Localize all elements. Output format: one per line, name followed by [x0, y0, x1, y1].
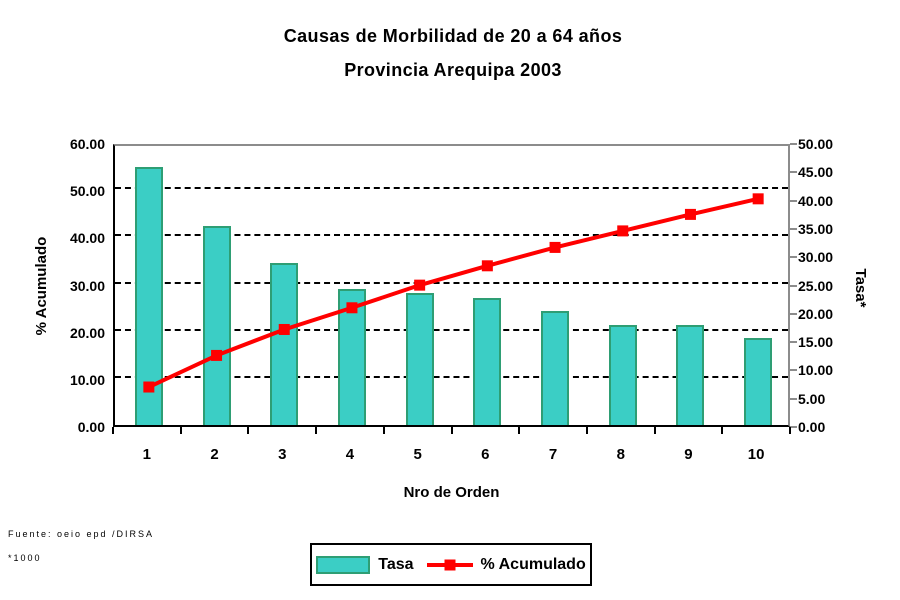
right-axis-tick-label: 15.00 [798, 334, 834, 351]
right-axis-tick-label: 5.00 [798, 390, 826, 407]
bar [405, 292, 434, 425]
x-axis-tick-mark [382, 427, 385, 434]
bar [676, 325, 705, 425]
right-axis-tick-mark [790, 312, 797, 315]
bar [744, 337, 773, 425]
x-axis-tick-mark [585, 427, 588, 434]
left-axis-tick-label: 60.00 [69, 136, 105, 152]
category-label: 8 [616, 446, 625, 463]
plot-area [113, 144, 790, 427]
right-axis-title: Tasa* [852, 268, 869, 308]
chart-legend: Tasa % Acumulado [310, 543, 592, 586]
x-axis-tick-mark [653, 427, 656, 434]
right-axis-tick-label: 20.00 [798, 305, 834, 322]
line-marker-swatch-icon [426, 559, 473, 570]
right-axis-tick-mark [790, 341, 797, 344]
left-axis-tick-label: 20.00 [69, 324, 105, 341]
x-axis-tick-mark [450, 427, 453, 434]
category-label: 4 [345, 446, 355, 463]
x-axis-tick-mark [721, 427, 724, 434]
source-note: Fuente: oeio epd /DIRSA [8, 529, 155, 539]
right-axis-tick-mark [790, 397, 797, 400]
right-axis-tick-mark [790, 227, 797, 230]
category-label: 1 [142, 446, 152, 463]
left-axis-tick-label: 30.00 [69, 277, 105, 294]
right-axis-tick-label: 0.00 [798, 419, 826, 435]
left-axis-tick-label: 0.00 [77, 419, 105, 435]
bar [473, 298, 502, 425]
right-axis-tick-label: 50.00 [798, 136, 834, 152]
bar [337, 288, 366, 425]
chart-title-line2: Provincia Arequipa 2003 [344, 60, 562, 80]
gridline [115, 187, 788, 190]
bar [134, 167, 163, 425]
x-axis-tick-mark [179, 427, 182, 434]
right-axis-tick-label: 25.00 [798, 277, 834, 294]
square-marker-icon [549, 241, 561, 253]
right-axis-tick-label: 30.00 [798, 249, 834, 266]
bar [608, 324, 637, 425]
square-marker-icon [481, 260, 493, 272]
legend-label-tasa: Tasa [378, 555, 414, 573]
bar [202, 226, 231, 425]
right-axis-tick-label: 40.00 [798, 192, 834, 209]
right-axis-tick-mark [790, 199, 797, 202]
right-axis-tick-label: 10.00 [798, 362, 834, 379]
x-axis-tick-mark [518, 427, 521, 434]
right-axis-tick-label: 45.00 [798, 164, 834, 181]
x-axis-tick-mark [315, 427, 318, 434]
bar [541, 310, 570, 425]
right-axis-tick-mark [790, 143, 797, 145]
chart-title-line1: Causas de Morbilidad de 20 a 64 años [283, 26, 623, 46]
right-axis-tick-mark [790, 369, 797, 372]
right-axis-tick-mark [790, 426, 797, 428]
x-axis-tick-mark [789, 427, 791, 434]
legend-item-acumulado: % Acumulado [426, 555, 586, 574]
x-axis-title: Nro de Orden [403, 484, 500, 501]
category-label: 9 [684, 446, 693, 463]
category-label: 5 [413, 446, 422, 463]
category-label: 2 [210, 446, 219, 463]
category-label: 6 [481, 446, 490, 463]
square-marker-icon [752, 193, 764, 205]
category-label: 3 [278, 446, 287, 463]
legend-item-tasa: Tasa [316, 555, 414, 574]
scale-note: *1000 [8, 553, 42, 563]
square-marker-icon [444, 559, 456, 570]
legend-label-acumulado: % Acumulado [480, 555, 586, 573]
square-marker-icon [684, 208, 696, 220]
right-axis-tick-mark [790, 284, 797, 287]
right-axis-tick-label: 35.00 [798, 220, 834, 237]
category-label: 10 [747, 446, 765, 463]
right-axis-tick-mark [790, 256, 797, 259]
category-label: 7 [548, 446, 558, 463]
left-axis-tick-label: 40.00 [69, 230, 105, 247]
bar [270, 262, 299, 425]
left-axis-tick-label: 10.00 [69, 371, 105, 388]
right-axis-tick-mark [790, 171, 797, 174]
bar-swatch-icon [316, 555, 371, 574]
x-axis-tick-mark [247, 427, 250, 434]
left-axis-tick-label: 50.00 [69, 183, 105, 200]
x-axis-tick-mark [112, 427, 114, 434]
